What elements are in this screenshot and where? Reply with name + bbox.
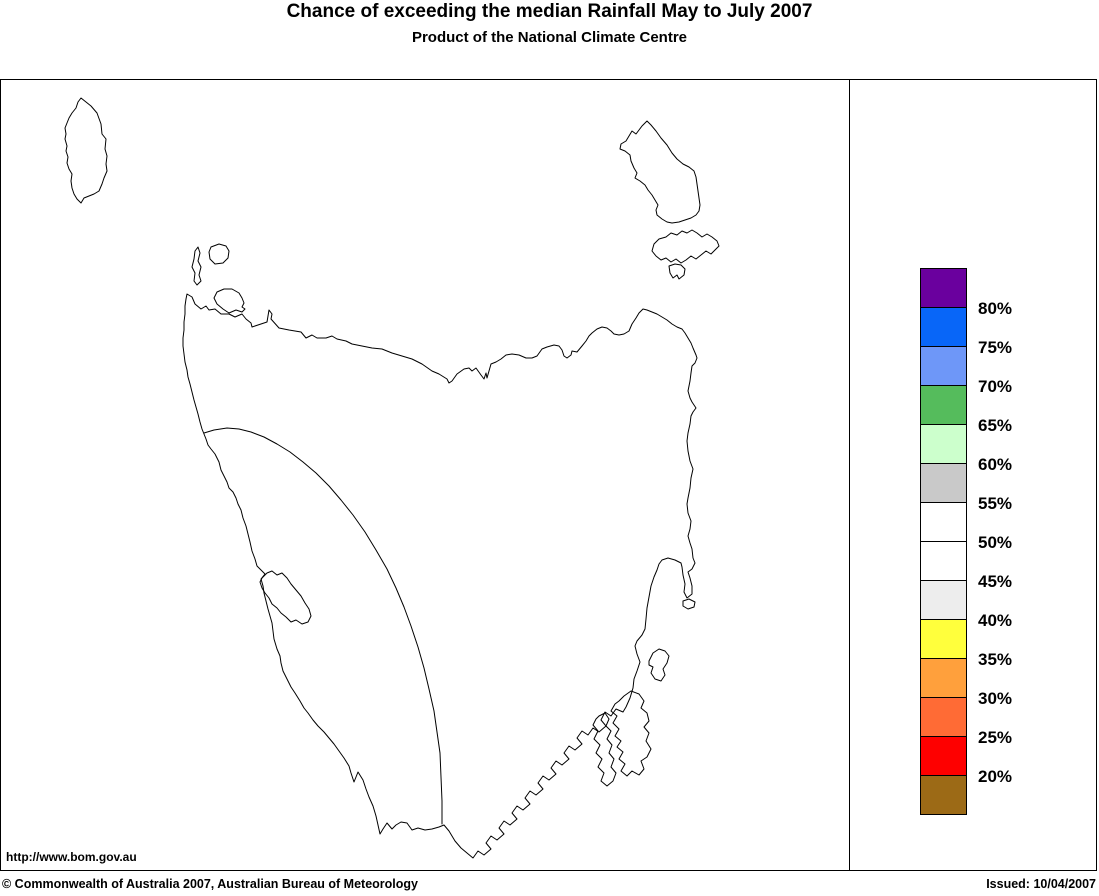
legend-label: 75%: [978, 338, 1013, 357]
king-island: [64, 97, 108, 204]
schouten-island: [682, 598, 696, 610]
macquarie-harbour: [259, 570, 312, 625]
three-hummock-island: [208, 243, 230, 265]
legend: 80% 75% 70% 65% 60% 55% 50% 45% 40% 35% 30% 25% 20%: [850, 80, 1096, 870]
legend-label: 45%: [978, 572, 1013, 591]
legend-swatch: [921, 581, 966, 620]
legend-swatch: [921, 659, 966, 698]
legend-label: 70%: [978, 377, 1013, 396]
legend-color-scale: [920, 268, 967, 815]
legend-label: 20%: [978, 767, 1013, 786]
maria-island: [648, 648, 670, 682]
map-source-url: http://www.bom.gov.au: [6, 850, 137, 864]
legend-label: 55%: [978, 494, 1013, 513]
legend-swatch: [921, 308, 966, 347]
legend-label: 80%: [978, 299, 1013, 318]
contour-line: [203, 427, 443, 825]
legend-swatch: [921, 776, 966, 814]
legend-label: 60%: [978, 455, 1013, 474]
legend-swatch: [921, 425, 966, 464]
tasmania-map: [64, 97, 720, 859]
map-area: http://www.bom.gov.au: [1, 80, 850, 870]
robbins-island: [213, 288, 246, 314]
clarke-island: [668, 263, 686, 280]
flinders-island: [619, 120, 701, 224]
legend-label: 40%: [978, 611, 1013, 630]
legend-swatch: [921, 503, 966, 542]
legend-label: 30%: [978, 689, 1013, 708]
legend-swatch: [921, 269, 966, 308]
legend-label: 35%: [978, 650, 1013, 669]
page-subtitle: Product of the National Climate Centre: [411, 29, 688, 46]
legend-swatch: [921, 542, 966, 581]
map-panel: http://www.bom.gov.au 80% 75% 70% 65% 60% 55%…: [0, 79, 1097, 871]
tasman-peninsula: [610, 690, 652, 777]
footer-issued-date: Issued: 10/04/2007: [986, 877, 1096, 891]
legend-swatch: [921, 464, 966, 503]
legend-label: 25%: [978, 728, 1013, 747]
legend-swatch: [921, 347, 966, 386]
hunter-island: [191, 246, 202, 286]
cape-barren-island: [651, 229, 720, 264]
page-title: Chance of exceeding the median Rainfall …: [286, 1, 813, 22]
legend-swatch: [921, 386, 966, 425]
footer-copyright: © Commonwealth of Australia 2007, Austra…: [2, 877, 418, 891]
legend-swatch: [921, 620, 966, 659]
legend-swatch: [921, 737, 966, 776]
tasmania-coastline: [182, 293, 698, 859]
legend-label: 65%: [978, 416, 1013, 435]
legend-swatch: [921, 698, 966, 737]
legend-label: 50%: [978, 533, 1013, 552]
bruny-island: [592, 712, 617, 787]
